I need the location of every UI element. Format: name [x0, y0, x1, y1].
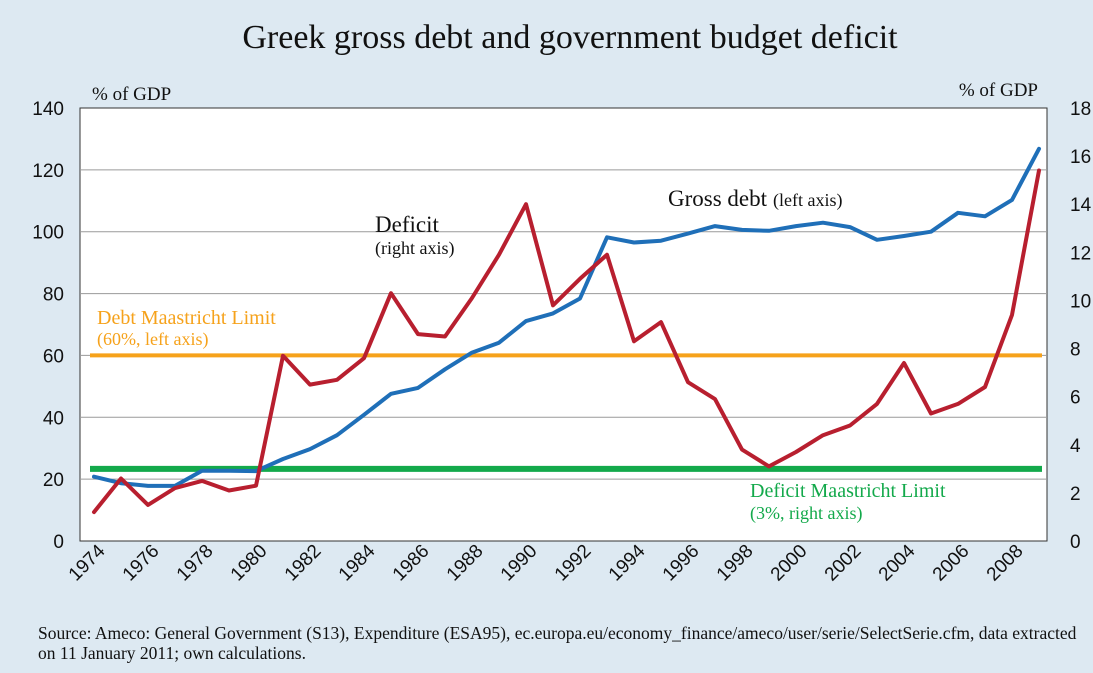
left-tick-label: 100	[32, 223, 64, 244]
data-series	[92, 146, 1041, 515]
deficit-line	[92, 168, 1041, 515]
x-tick-label: 1986	[389, 541, 434, 586]
x-tick-label: 1980	[227, 541, 272, 586]
right-tick-label: 4	[1070, 436, 1081, 457]
right-tick-label: 16	[1070, 147, 1091, 168]
right-tick-label: 2	[1070, 484, 1081, 505]
right-tick-label: 8	[1070, 340, 1081, 361]
left-axis-unit-label: % of GDP	[92, 84, 171, 105]
x-tick-label: 1978	[173, 541, 218, 586]
deficit-annotation-sub: (right axis)	[375, 238, 454, 259]
debt-annotation-sub: (left axis)	[773, 190, 842, 211]
x-tick-label: 2004	[875, 540, 920, 585]
reference-lines	[90, 353, 1042, 472]
x-tick-label: 1988	[443, 541, 488, 586]
debt-annotation: Gross debt (left axis)	[668, 186, 843, 211]
right-tick-label: 0	[1070, 532, 1081, 553]
x-tick-label: 1984	[335, 540, 380, 585]
left-tick-label: 0	[53, 532, 64, 553]
source-note: Source: Ameco: General Government (S13),…	[38, 623, 1077, 663]
left-tick-label: 40	[43, 408, 64, 429]
left-tick-label: 20	[43, 470, 64, 491]
x-tick-label: 1994	[605, 540, 650, 585]
x-tick-label: 1998	[713, 541, 758, 586]
right-axis-unit-label: % of GDP	[959, 80, 1038, 101]
chart-title: Greek gross debt and government budget d…	[242, 19, 898, 56]
x-tick-label: 1976	[119, 541, 164, 586]
x-tick-label: 2006	[929, 541, 974, 586]
debt-limit-annotation-sub: (60%, left axis)	[97, 329, 208, 350]
x-tick-label: 1974	[65, 540, 110, 585]
x-tick-label: 1990	[497, 541, 542, 586]
x-tick-label: 2008	[983, 541, 1028, 586]
right-tick-label: 18	[1070, 99, 1091, 120]
left-tick-label: 80	[43, 285, 64, 306]
right-tick-label: 14	[1070, 195, 1092, 216]
deficit-annotation: Deficit	[375, 212, 439, 237]
debt-annotation-main: Gross debt	[668, 186, 768, 211]
x-tick-label: 1992	[551, 541, 596, 586]
right-tick-label: 6	[1070, 388, 1081, 409]
left-tick-label: 60	[43, 346, 64, 367]
right-tick-label: 12	[1070, 243, 1091, 264]
gross-debt-line	[92, 146, 1041, 488]
x-tick-label: 2000	[767, 541, 812, 586]
deficit-limit-annotation-sub: (3%, right axis)	[750, 503, 862, 524]
deficit-limit-annotation: Deficit Maastricht Limit	[750, 480, 946, 502]
debt-limit-annotation: Debt Maastricht Limit	[97, 307, 276, 329]
left-tick-label: 140	[32, 99, 64, 120]
x-tick-label: 1982	[281, 541, 326, 586]
x-tick-label: 1996	[659, 541, 704, 586]
left-tick-label: 120	[32, 161, 64, 182]
right-tick-label: 10	[1070, 291, 1091, 312]
x-tick-label: 2002	[821, 541, 866, 586]
